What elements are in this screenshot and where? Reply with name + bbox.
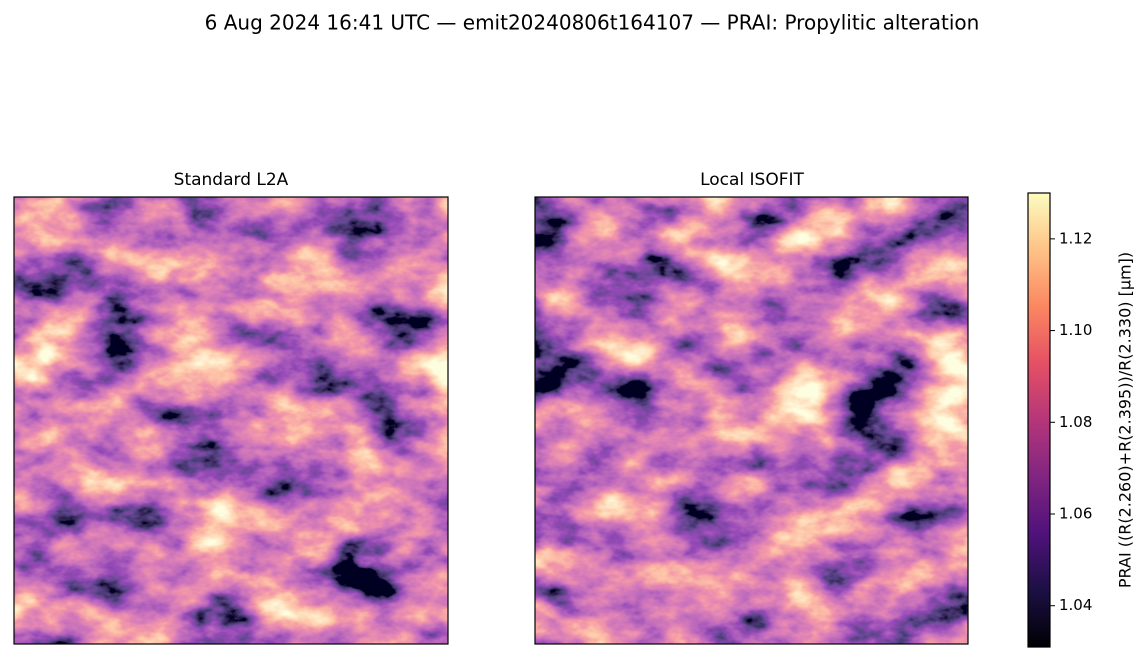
colorbar: [1028, 193, 1050, 647]
colorbar-frame: [1027, 192, 1051, 648]
colorbar-tick-label: 1.06: [1059, 505, 1092, 523]
colorbar-tick-label: 1.08: [1059, 413, 1092, 431]
panel-title: Standard L2A: [174, 170, 289, 190]
colorbar-tick-label: 1.12: [1059, 229, 1092, 247]
image-panel: [14, 197, 448, 644]
panel-title: Local ISOFIT: [700, 170, 804, 190]
image-panel: [535, 197, 968, 644]
colorbar-tick-label: 1.04: [1059, 596, 1092, 614]
panel-frame: [534, 196, 969, 645]
colorbar-label: PRAI ((R(2.260)+R(2.395))/R(2.330) [µm]): [1116, 252, 1135, 588]
colorbar-tick-label: 1.10: [1059, 321, 1092, 339]
figure-title: 6 Aug 2024 16:41 UTC — emit20240806t1641…: [205, 11, 980, 35]
panel-frame: [13, 196, 449, 645]
